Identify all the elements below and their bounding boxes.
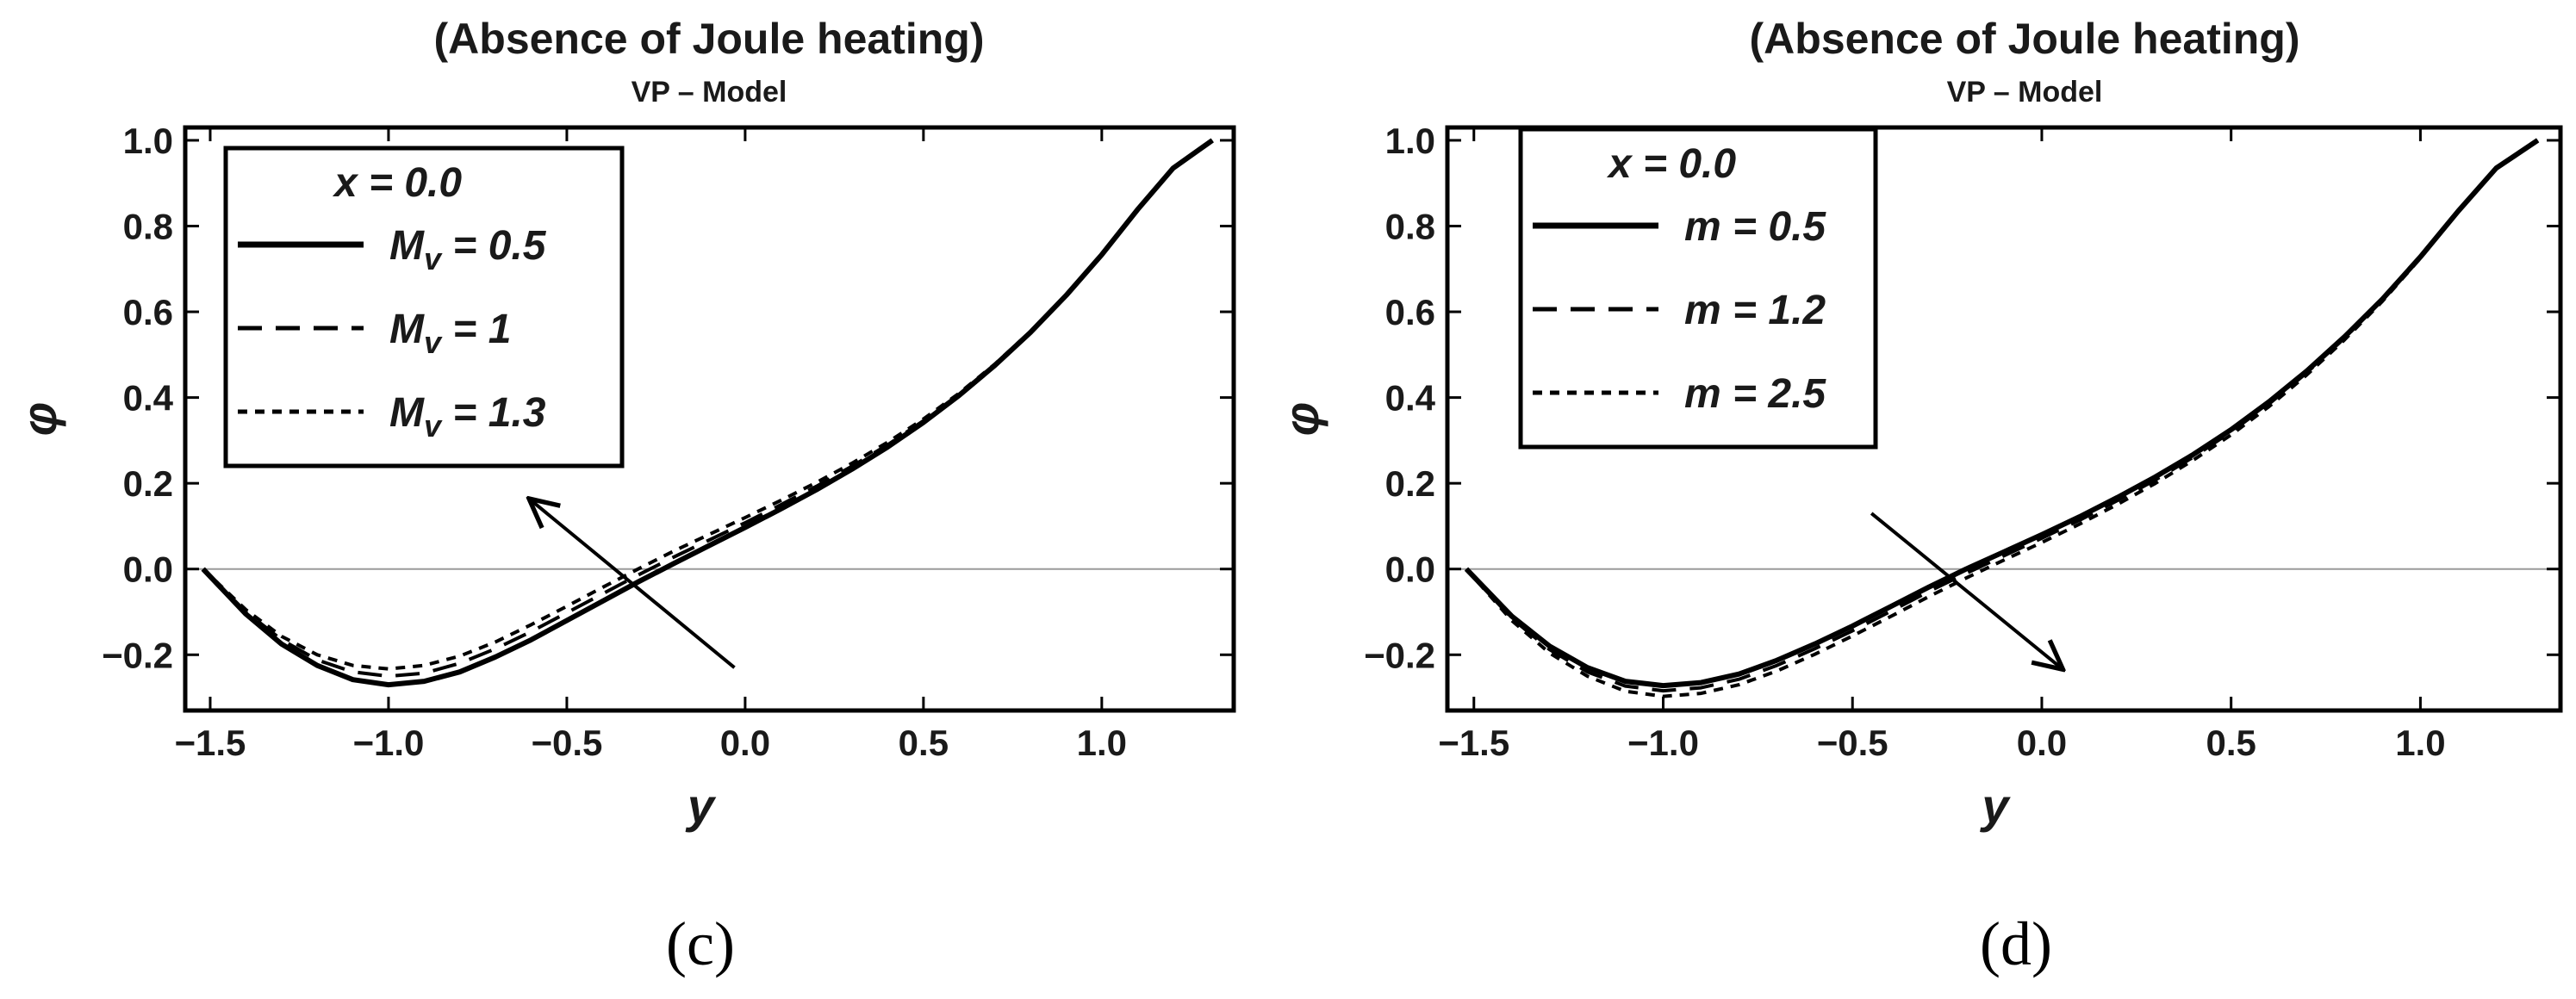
legend-entry-value: = 0.5 [1721,204,1827,250]
panel-caption: (c) [666,909,735,978]
legend-entry-subscript: v [424,241,443,276]
x-axis-label: y [685,779,717,833]
y-tick-label: 1.0 [123,121,173,161]
legend-entry-value: = 1.3 [441,390,546,436]
y-tick-label: 0.0 [1385,549,1435,590]
legend-entry: m = 1.2 [1684,288,1826,333]
x-tick-label: −1.5 [175,723,246,763]
trend-arrow [532,500,736,669]
legend-entry: Mv = 1.3 [389,390,546,444]
y-tick-label: 1.0 [1385,121,1435,161]
legend-entry: Mv = 0.5 [389,223,547,276]
legend-entry: m = 0.5 [1684,204,1826,250]
x-tick-label: −0.5 [1817,723,1888,763]
y-tick-label: 0.2 [123,463,173,504]
chart-title: (Absence of Joule heating) [434,15,985,63]
y-tick-label: 0.4 [123,378,174,419]
y-tick-label: −0.2 [102,635,173,675]
y-tick-label: −0.2 [1364,635,1435,675]
x-tick-label: 0.5 [2206,723,2256,763]
legend-entry-var: M [389,390,425,436]
x-tick-label: 0.0 [720,723,770,763]
legend-entry: Mv = 1 [389,307,511,360]
legend-title: x = 0.0 [1606,141,1736,187]
x-tick-label: −1.0 [352,723,424,763]
legend-entry-value: = 1.2 [1721,288,1826,333]
legend-entry-var: M [389,223,425,269]
legend-title: x = 0.0 [332,160,462,206]
legend-box [1518,127,1878,450]
panel-d: (Absence of Joule heating) VP – Model −1.5… [1274,15,2563,978]
chart-subtitle: VP – Model [1947,76,2103,109]
plot-frame [1445,125,2563,713]
x-tick-label: 1.0 [1077,723,1127,763]
y-axis-label: φ [1274,402,1328,436]
y-tick-label: 0.6 [1385,292,1435,332]
series-line [1465,139,2539,698]
legend: x = 0.0Mv = 0.5Mv = 1Mv = 1.3 [223,146,625,468]
y-axis-label: φ [12,402,66,436]
trend-arrow [1870,512,2061,667]
legend-entry-value: = 1 [441,307,511,352]
x-tick-label: −1.5 [1438,723,1509,763]
legend-entry: m = 2.5 [1684,371,1826,417]
x-tick-label: −0.5 [531,723,602,763]
y-tick-label: 0.8 [123,206,173,246]
legend-entry-subscript: v [424,325,443,360]
y-tick-label: 0.0 [123,549,173,590]
legend: x = 0.0m = 0.5m = 1.2m = 2.5 [1518,127,1878,450]
panel-c: (Absence of Joule heating) VP – Model −1.5… [12,15,1236,978]
legend-entry-var: M [389,307,425,352]
y-tick-label: 0.4 [1385,378,1436,419]
legend-entry-value: = 2.5 [1721,371,1827,417]
legend-entry-var: m [1684,371,1721,417]
panel-caption: (d) [1980,909,2052,978]
series-line [202,139,1214,679]
legend-entry-var: m [1684,288,1721,333]
plot-frame [183,125,1236,713]
y-tick-label: 0.8 [1385,206,1435,246]
chart-title: (Absence of Joule heating) [1750,15,2300,63]
legend-entry-subscript: v [424,408,443,444]
legend-entry-var: m [1684,204,1721,250]
x-tick-label: 0.5 [899,723,949,763]
y-tick-label: 0.6 [123,292,173,332]
legend-entry-value: = 0.5 [441,223,547,269]
x-tick-label: −1.0 [1627,723,1699,763]
chart-subtitle: VP – Model [632,76,787,109]
x-tick-label: 0.0 [2017,723,2067,763]
series-line [202,139,1214,671]
x-axis-label: y [1979,779,2011,833]
x-tick-label: 1.0 [2395,723,2445,763]
y-tick-label: 0.2 [1385,463,1435,504]
